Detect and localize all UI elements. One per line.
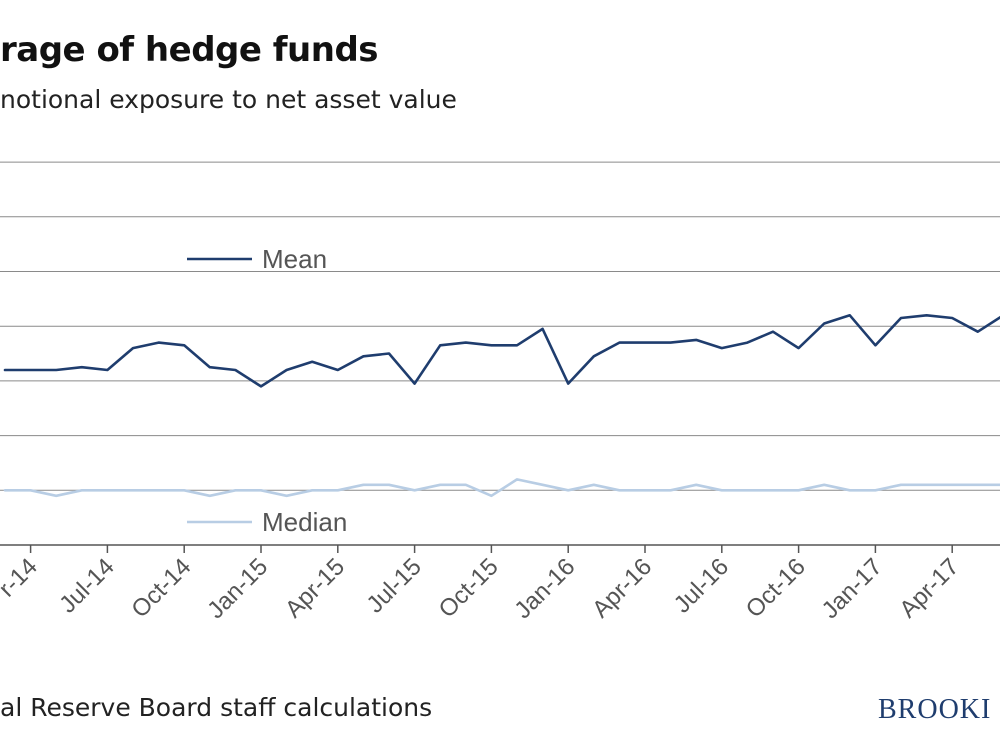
legend-label-median: Median: [262, 507, 347, 537]
x-tick-label: Oct-14: [126, 553, 196, 623]
x-axis: r-14 Jul-14 Oct-14 Jan-15 Apr-15 Jul-15 Oct-15…: [0, 544, 1000, 624]
x-tick-label: Jan-16: [509, 553, 580, 624]
x-tick-label: r-14: [0, 553, 43, 602]
chart-subtitle: notional exposure to net asset value: [0, 85, 457, 114]
x-tick-label: Apr-17: [894, 553, 964, 623]
brookings-logo: BROOKI: [878, 694, 992, 725]
x-tick-label: Apr-16: [587, 553, 657, 623]
legend-label-mean: Mean: [262, 244, 327, 274]
legend: Mean Median: [187, 244, 347, 537]
x-tick-label: Jul-14: [54, 553, 119, 618]
series-line-mean: [3, 313, 1000, 388]
x-tick-label: Oct-16: [741, 553, 811, 623]
x-tick-label: Jul-15: [362, 553, 427, 618]
x-tick-label: Jan-15: [202, 553, 273, 624]
source-note: al Reserve Board staff calculations: [0, 693, 433, 722]
x-tick-label: Oct-15: [434, 553, 504, 623]
series-lines: [3, 313, 1000, 498]
series-line-median: [3, 478, 1000, 498]
chart-title: rage of hedge funds: [0, 30, 379, 70]
gridlines: [0, 161, 1000, 491]
x-tick-label: Apr-15: [280, 553, 350, 623]
x-tick-label: Jul-16: [669, 553, 734, 618]
x-tick-label: Jan-17: [817, 553, 888, 624]
